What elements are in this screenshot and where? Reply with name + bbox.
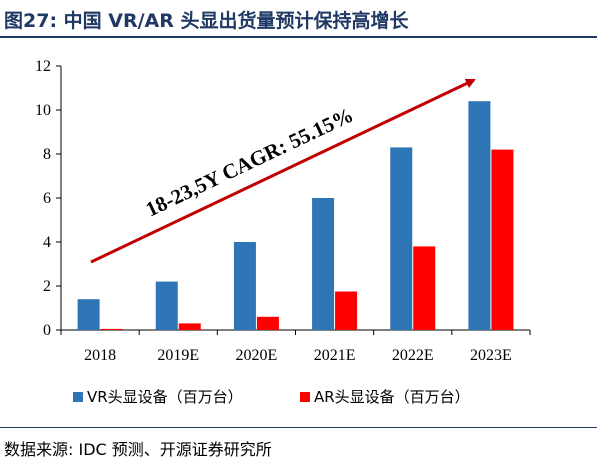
ar-bar	[491, 149, 514, 330]
vr-bar	[468, 101, 491, 330]
y-tick-label: 0	[43, 322, 51, 339]
source-note: 数据来源: IDC 预测、开源证券研究所	[4, 440, 272, 459]
ar-bar	[256, 316, 279, 330]
x-tick-label: 2023E	[470, 347, 512, 364]
legend-swatch-ar	[300, 392, 310, 402]
ar-bar	[100, 328, 123, 330]
legend-label-vr: VR头显设备（百万台）	[87, 388, 243, 406]
vr-bar	[155, 281, 178, 330]
vr-bar	[390, 147, 413, 330]
y-tick-label: 10	[35, 102, 51, 119]
y-tick-label: 12	[35, 58, 51, 75]
legend-swatch-vr	[73, 392, 83, 402]
x-tick-label: 2022E	[392, 347, 434, 364]
legend-label-ar: AR头显设备（百万台）	[314, 388, 470, 406]
y-tick-label: 4	[43, 234, 51, 251]
vr-bar	[312, 198, 335, 330]
footer-divider	[0, 427, 597, 428]
cagr-arrow	[90, 78, 476, 264]
x-tick-label: 2018	[84, 347, 116, 364]
vr-bar	[233, 242, 256, 330]
y-tick-label: 6	[43, 190, 51, 207]
title-divider	[0, 36, 597, 38]
x-tick-label: 2021E	[314, 347, 356, 364]
x-tick-label: 2019E	[157, 347, 199, 364]
y-tick-label: 8	[43, 146, 51, 163]
vr-bar	[77, 299, 100, 330]
ar-bar	[178, 323, 201, 330]
ar-bar	[335, 291, 358, 330]
figure-title: 图27: 中国 VR/AR 头显出货量预计保持高增长	[4, 10, 409, 32]
x-tick-label: 2020E	[236, 347, 278, 364]
ar-bar	[413, 246, 436, 330]
y-tick-label: 2	[43, 278, 51, 295]
